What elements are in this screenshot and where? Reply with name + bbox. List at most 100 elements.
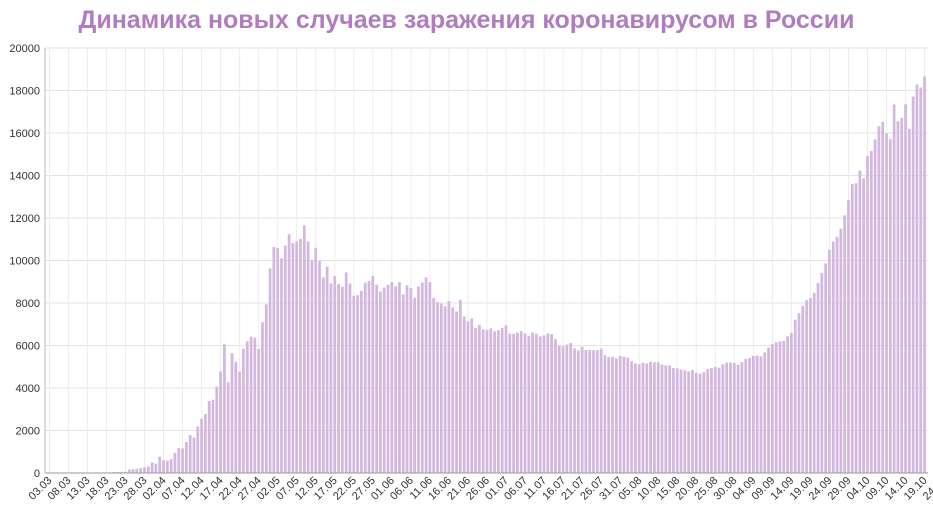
bar [595, 350, 599, 473]
bar [394, 286, 398, 473]
bar [420, 282, 424, 473]
bar [242, 348, 245, 473]
bar [653, 362, 656, 473]
bar [763, 352, 767, 473]
bar [896, 121, 900, 473]
bar [158, 456, 162, 473]
bar [428, 282, 432, 473]
bar [268, 268, 272, 473]
bar [363, 282, 367, 473]
bar [291, 243, 295, 473]
bar [869, 151, 873, 473]
bar [614, 358, 618, 473]
bar [318, 261, 321, 473]
bar [295, 241, 299, 473]
bar [683, 370, 687, 473]
bar [535, 333, 538, 473]
bar [261, 322, 264, 473]
bar [474, 328, 477, 473]
bar [820, 273, 824, 473]
bar [580, 346, 584, 473]
bar [310, 259, 314, 473]
chart-title: Динамика новых случаев заражения коронав… [78, 6, 855, 34]
bar [360, 290, 363, 473]
bar [124, 471, 127, 473]
bar [850, 184, 854, 474]
bar [698, 373, 702, 473]
bar [204, 414, 207, 473]
bar [516, 332, 519, 473]
bar [223, 344, 226, 473]
bar [740, 362, 744, 473]
bar [234, 361, 238, 473]
bar [337, 284, 340, 473]
bar [554, 339, 557, 473]
bar [165, 460, 169, 473]
bar [230, 353, 234, 473]
bar [173, 452, 177, 473]
bar [333, 276, 337, 473]
bar [759, 356, 763, 473]
bar [131, 469, 135, 473]
bar [215, 386, 219, 473]
bar [854, 183, 858, 473]
bar [451, 307, 455, 473]
bar [797, 313, 801, 473]
bar [915, 84, 919, 474]
bar [607, 357, 611, 473]
bar [504, 325, 508, 473]
bar [325, 266, 329, 473]
bar [573, 348, 576, 473]
bar [782, 340, 786, 473]
bar [694, 372, 698, 473]
y-tick-label: 16000 [9, 128, 40, 140]
bar [873, 139, 877, 474]
bar [770, 344, 774, 473]
bar [729, 362, 732, 473]
bar [656, 362, 660, 473]
bar [500, 328, 504, 473]
bar [809, 298, 812, 473]
bar [143, 467, 146, 473]
bar [177, 448, 181, 473]
bar [835, 236, 839, 473]
bar [447, 301, 451, 473]
bar [732, 362, 736, 473]
bar [413, 297, 417, 473]
bar [135, 468, 139, 473]
bar [710, 368, 713, 473]
y-tick-label: 18000 [9, 86, 40, 98]
bar [637, 364, 641, 473]
bar [786, 336, 789, 473]
bar [812, 292, 816, 473]
bar [329, 283, 333, 473]
bar [264, 304, 268, 473]
bar [398, 282, 401, 473]
bar [584, 350, 588, 473]
bar [881, 121, 885, 474]
bar [767, 347, 770, 473]
bar [630, 361, 633, 473]
bar [519, 331, 523, 473]
bar [793, 319, 797, 473]
bar [721, 364, 725, 473]
bar [169, 459, 173, 473]
bar [687, 371, 691, 473]
bar [790, 332, 793, 473]
bar [116, 471, 120, 473]
bars [48, 76, 926, 474]
bar [691, 369, 694, 473]
bar [382, 287, 386, 473]
bar [831, 241, 835, 473]
bar [352, 295, 356, 473]
bar [622, 356, 626, 473]
bar [847, 200, 850, 473]
bar [805, 300, 808, 473]
bar [618, 355, 622, 473]
bar [717, 367, 721, 473]
bar [184, 442, 188, 473]
bar [462, 316, 466, 473]
bar [371, 276, 375, 473]
bar [192, 437, 196, 473]
